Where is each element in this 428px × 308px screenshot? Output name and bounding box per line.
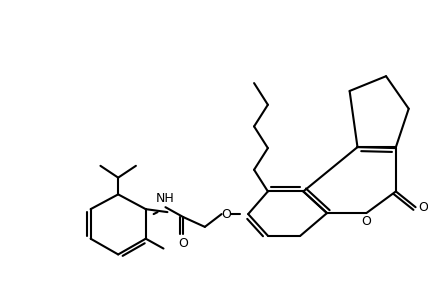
Text: O: O (222, 208, 232, 221)
Text: O: O (178, 237, 188, 250)
Text: NH: NH (156, 192, 175, 205)
Text: O: O (419, 201, 428, 214)
Text: O: O (361, 215, 372, 228)
